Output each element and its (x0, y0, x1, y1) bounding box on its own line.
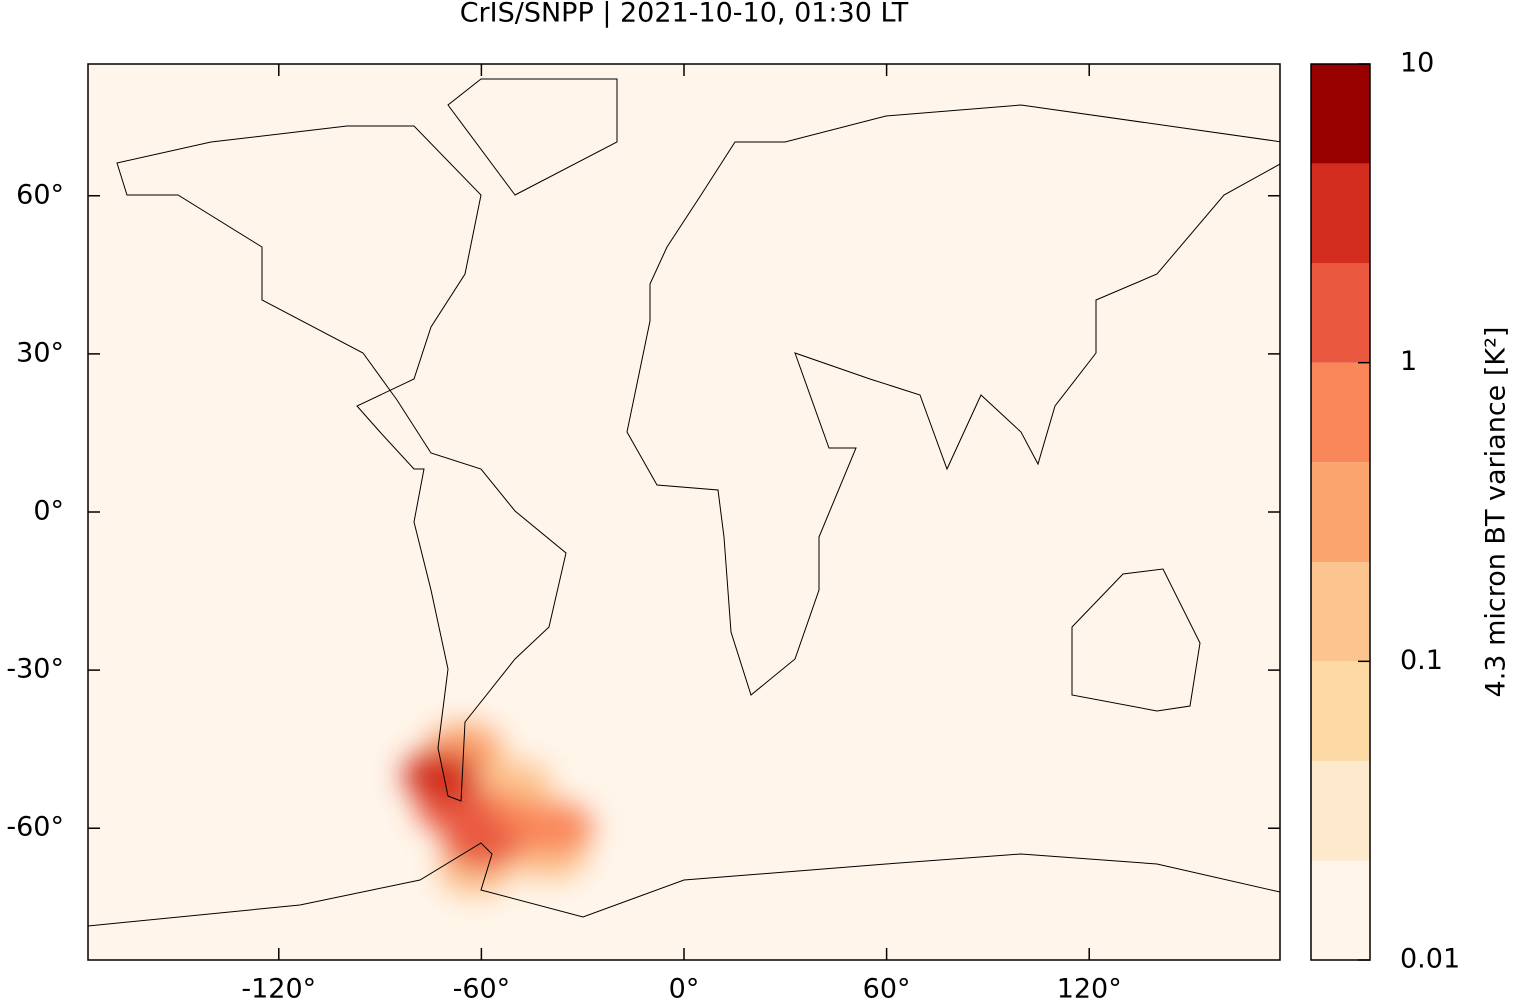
y-tick-label: 0° (33, 496, 64, 527)
colorbar-tick-label: 1 (1400, 346, 1417, 377)
colorbar-band (1311, 562, 1370, 662)
colorbar-label: 4.3 micron BT variance [K²] (1481, 327, 1512, 698)
coast-eurasia-africa (626, 104, 1280, 696)
colorbar-tick-label: 10 (1400, 48, 1434, 79)
coast-antarctica (88, 842, 1280, 927)
colorbar-band (1311, 163, 1370, 264)
y-tick-label: 30° (16, 337, 64, 368)
colorbar-band (1311, 362, 1370, 463)
colorbar-tick-label: 0.01 (1400, 944, 1460, 975)
colorbar-band (1311, 263, 1370, 363)
coast-australia (1071, 568, 1201, 712)
x-tick-label: 120° (1057, 974, 1122, 1002)
colorbar-band (1311, 661, 1370, 761)
x-tick-label: 60° (863, 974, 911, 1002)
colorbar-frame (1310, 63, 1371, 961)
map-background (88, 64, 1280, 960)
y-tick-label: -60° (6, 812, 64, 843)
colorbar-band (1311, 860, 1370, 960)
x-tick-label: -60° (453, 974, 511, 1002)
x-tick-label: 0° (669, 974, 700, 1002)
y-tick-label: 60° (16, 179, 64, 210)
field-point (402, 749, 479, 802)
colorbar-tick-label: 0.1 (1400, 645, 1443, 676)
x-tick-label: -120° (241, 974, 316, 1002)
coast-greenland (447, 78, 618, 196)
colorbar-band (1311, 64, 1370, 164)
chart-title: CrIS/SNPP | 2021-10-10, 01:30 LT (460, 0, 909, 29)
colorbar-band (1311, 462, 1370, 563)
y-tick-label: -30° (6, 654, 64, 685)
colorbar-band (1311, 760, 1370, 861)
coastlines (88, 78, 1280, 927)
coast-americas (116, 125, 567, 802)
